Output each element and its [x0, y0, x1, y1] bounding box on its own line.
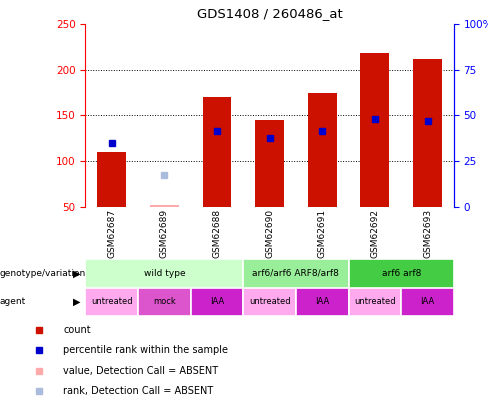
- Text: ▶: ▶: [73, 269, 81, 278]
- Bar: [85, 288, 138, 316]
- Bar: [255, 120, 284, 207]
- Bar: [348, 288, 401, 316]
- Bar: [348, 259, 454, 288]
- Text: GSM62689: GSM62689: [160, 209, 169, 258]
- Text: untreated: untreated: [249, 297, 290, 306]
- Text: GSM62691: GSM62691: [318, 209, 327, 258]
- Bar: [97, 152, 126, 207]
- Bar: [244, 288, 296, 316]
- Bar: [401, 288, 454, 316]
- Text: GSM62692: GSM62692: [370, 209, 379, 258]
- Bar: [191, 288, 244, 316]
- Text: mock: mock: [153, 297, 176, 306]
- Text: untreated: untreated: [91, 297, 133, 306]
- Text: count: count: [63, 325, 91, 335]
- Text: IAA: IAA: [420, 297, 435, 306]
- Text: IAA: IAA: [210, 297, 224, 306]
- Bar: [150, 205, 179, 207]
- Bar: [85, 259, 244, 288]
- Text: GSM62690: GSM62690: [265, 209, 274, 258]
- Text: arf6/arf6 ARF8/arf8: arf6/arf6 ARF8/arf8: [252, 269, 339, 278]
- Text: rank, Detection Call = ABSENT: rank, Detection Call = ABSENT: [63, 386, 214, 396]
- Text: GSM62687: GSM62687: [107, 209, 116, 258]
- Text: value, Detection Call = ABSENT: value, Detection Call = ABSENT: [63, 366, 219, 375]
- Text: untreated: untreated: [354, 297, 396, 306]
- Bar: [203, 97, 231, 207]
- Bar: [296, 288, 348, 316]
- Text: arf6 arf8: arf6 arf8: [382, 269, 421, 278]
- Text: GSM62693: GSM62693: [423, 209, 432, 258]
- Bar: [361, 53, 389, 207]
- Text: genotype/variation: genotype/variation: [0, 269, 86, 278]
- Text: agent: agent: [0, 297, 26, 306]
- Text: wild type: wild type: [143, 269, 185, 278]
- Bar: [138, 288, 191, 316]
- Text: ▶: ▶: [73, 297, 81, 307]
- Bar: [413, 59, 442, 207]
- Bar: [244, 259, 348, 288]
- Bar: [308, 93, 337, 207]
- Text: IAA: IAA: [315, 297, 329, 306]
- Text: GSM62688: GSM62688: [212, 209, 222, 258]
- Title: GDS1408 / 260486_at: GDS1408 / 260486_at: [197, 7, 343, 20]
- Text: percentile rank within the sample: percentile rank within the sample: [63, 345, 228, 355]
